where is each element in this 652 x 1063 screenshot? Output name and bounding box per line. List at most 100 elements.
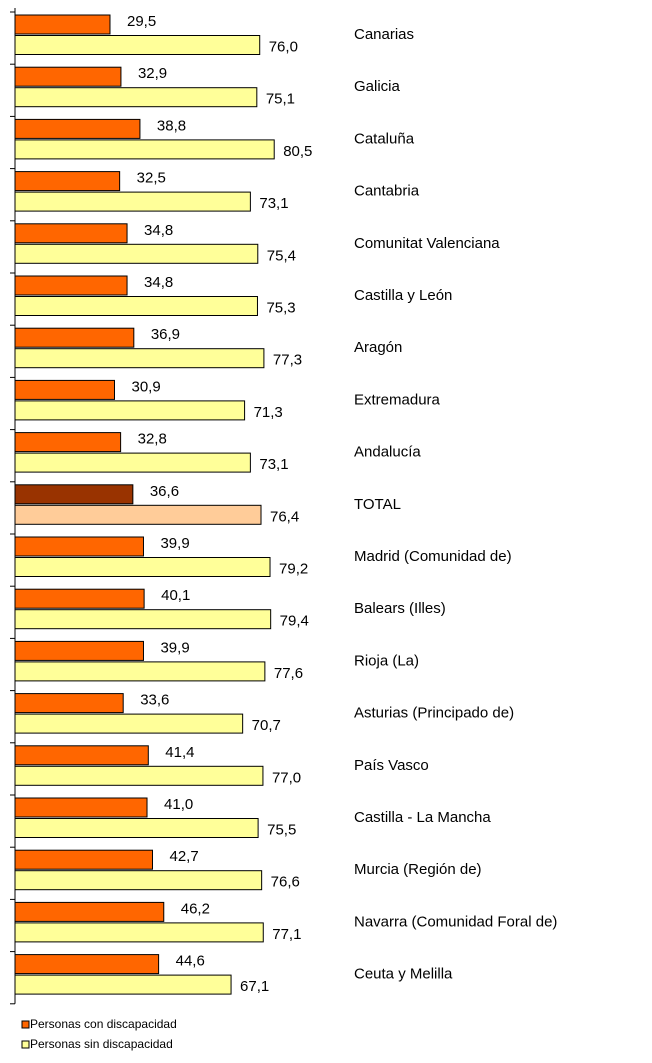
value-label: 29,5 [127,13,156,30]
category-label: Ceuta y Melilla [354,966,453,983]
bar [14,870,263,891]
bar [14,139,275,160]
bar [14,191,251,212]
value-label: 33,6 [140,692,169,709]
value-label: 77,3 [273,352,302,369]
value-label: 80,5 [283,143,312,160]
value-label: 40,1 [161,587,190,604]
bar [14,171,121,192]
bar [14,849,153,870]
bar [14,432,122,453]
value-label: 41,0 [164,796,193,813]
category-label: Canarias [354,26,414,43]
value-label: 34,8 [144,222,173,239]
bar [14,327,135,348]
category-label: Cataluña [354,130,415,147]
value-label: 30,9 [131,378,160,395]
value-label: 39,9 [160,535,189,552]
category-label: Aragón [354,339,402,356]
value-label: 36,9 [151,326,180,343]
bar [14,640,144,661]
bar [14,661,266,682]
value-label: 41,4 [165,744,194,761]
category-label: Cantabria [354,183,420,200]
bar [14,275,128,296]
bar [14,484,134,505]
bar [14,452,251,473]
value-label: 79,4 [280,613,309,630]
bar [14,765,264,786]
value-label: 75,1 [266,91,295,108]
bar [14,348,265,369]
bar [14,557,271,577]
legend-label: Personas con discapacidad [30,1017,177,1031]
bar [14,504,262,525]
value-label: 34,8 [144,274,173,291]
bar [14,118,141,139]
bar [14,400,246,421]
value-label: 32,9 [138,65,167,82]
value-label: 77,6 [274,665,303,682]
bar [14,922,264,943]
category-label: Balears (Illes) [354,600,446,617]
category-label: Comunitat Valenciana [354,235,500,252]
bar [14,14,111,35]
value-label: 44,6 [176,953,205,970]
bar [14,223,128,244]
value-label: 70,7 [252,717,281,734]
value-label: 32,5 [137,170,166,187]
value-label: 67,1 [240,978,269,995]
category-label: Asturias (Principado de) [354,705,514,722]
bar [14,379,115,400]
legend-swatch [21,1040,30,1049]
legend-swatch [21,1020,30,1029]
category-label: Navarra (Comunidad Foral de) [354,913,557,930]
bar [14,974,232,995]
value-label: 71,3 [254,404,283,421]
value-label: 32,8 [138,431,167,448]
value-label: 75,4 [267,247,296,264]
value-label: 46,2 [181,900,210,917]
category-label: Murcia (Región de) [354,861,482,878]
bar [14,243,259,264]
category-label: Rioja (La) [354,652,419,669]
value-label: 76,4 [270,508,299,525]
bar [14,536,144,557]
bar [14,588,145,609]
value-label: 76,6 [271,874,300,891]
bar [14,818,259,838]
category-label: Castilla y León [354,287,452,304]
value-label: 79,2 [279,560,308,577]
category-label: Andalucía [354,444,421,461]
category-label: TOTAL [354,496,401,513]
bar [14,66,122,87]
category-label: Extremadura [354,391,441,408]
category-label: Galicia [354,78,401,95]
category-label: Madrid (Comunidad de) [354,548,512,565]
bar [14,693,124,714]
bar [14,745,149,766]
legend-label: Personas sin discapacidad [30,1037,173,1051]
bar [14,609,272,630]
bar [14,87,258,108]
value-label: 77,0 [272,769,301,786]
value-label: 39,9 [160,639,189,656]
value-label: 75,5 [267,821,296,838]
bar [14,901,165,922]
value-label: 75,3 [266,299,295,316]
value-label: 76,0 [269,38,298,55]
bar [14,713,244,734]
value-label: 36,6 [150,483,179,500]
bar [14,35,261,55]
value-label: 73,1 [259,195,288,212]
category-label: País Vasco [354,757,429,774]
value-label: 42,7 [169,848,198,865]
bar [14,797,148,818]
category-label: Castilla - La Mancha [354,809,491,826]
value-label: 77,1 [272,926,301,943]
value-label: 38,8 [157,117,186,134]
value-label: 73,1 [259,456,288,473]
bar [14,954,160,975]
bar [14,296,258,316]
